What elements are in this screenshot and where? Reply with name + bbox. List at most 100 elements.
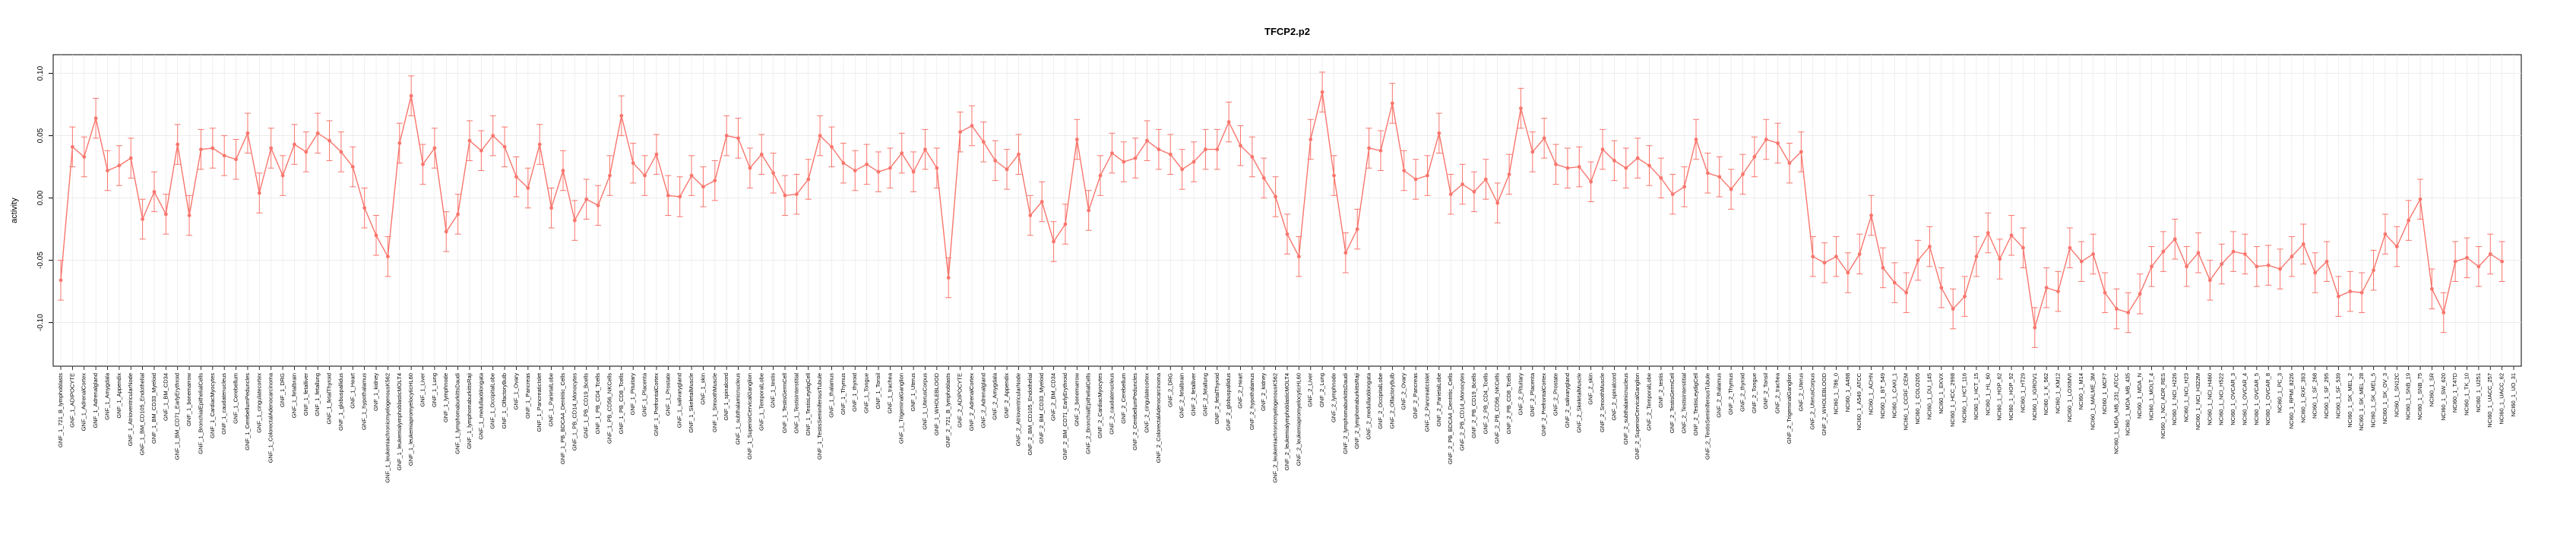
data-point xyxy=(128,156,133,160)
x-tick-label: NCI60_1_UO_31 xyxy=(2510,373,2517,417)
data-point xyxy=(1261,175,1266,180)
x-tick-label: GNF_1_PrefrontalCortex xyxy=(653,373,660,436)
x-tick-label: GNF_2_BM_CD33_Myeloid xyxy=(1038,373,1045,444)
data-point xyxy=(2407,218,2411,223)
data-point xyxy=(2266,263,2271,267)
x-tick-label: GNF_2_Tongue xyxy=(1751,373,1758,413)
data-point xyxy=(386,255,390,259)
data-point xyxy=(1005,167,1009,172)
data-point xyxy=(970,124,974,128)
x-tick-label: GNF_1_PB_CD19_Bcells xyxy=(583,373,590,438)
x-tick-label: GNF_1_medullaoblongata xyxy=(477,372,484,439)
x-tick-label: GNF_1_BronchialEpithelialCells xyxy=(197,373,204,454)
x-tick-label: GNF_1_TemporalLobe xyxy=(758,373,764,431)
x-tick-label: GNF_2_721_B_lymphoblasts xyxy=(945,373,951,447)
data-point xyxy=(1519,106,1523,110)
data-point xyxy=(1507,172,1511,176)
data-point xyxy=(771,171,776,175)
x-tick-label: NCI60_1_SF_295 xyxy=(2323,373,2330,419)
data-point xyxy=(1776,141,1780,145)
data-point xyxy=(1939,286,1944,290)
data-point xyxy=(1951,307,1955,311)
data-point xyxy=(1087,208,1091,213)
data-point xyxy=(2220,262,2224,266)
x-tick-label: GNF_1_PB_BDCA4_Dentritic_Cells xyxy=(559,373,566,464)
data-point xyxy=(689,173,694,178)
data-point xyxy=(117,163,122,168)
data-point xyxy=(141,217,145,221)
data-point xyxy=(537,142,542,147)
x-tick-label: GNF_1_PB_CD14_Monocytes xyxy=(571,373,578,451)
data-point xyxy=(1180,167,1185,172)
x-tick-label: NCI60_1_SK_MEL_2 xyxy=(2347,373,2353,428)
x-tick-label: GNF_1_salivarygland xyxy=(676,373,683,428)
x-tick-label: NCI60_1_NCI_H322M xyxy=(2195,373,2201,430)
data-point xyxy=(2150,264,2154,269)
data-point xyxy=(269,146,274,150)
data-point xyxy=(1320,90,1324,94)
y-tick-label: -0.10 xyxy=(36,314,45,331)
data-point xyxy=(2207,278,2212,283)
x-tick-label: GNF_2_lymphnode xyxy=(1330,373,1337,422)
x-tick-label: NCI60_1_RXF_393 xyxy=(2299,373,2306,422)
x-tick-label: GNF_1_hypothalamus xyxy=(361,373,368,430)
data-points xyxy=(59,90,2505,330)
x-tick-label: GNF_2_PancreaticIslet xyxy=(1423,372,1430,432)
x-tick-label: GNF_1_trachea xyxy=(886,372,893,413)
x-tick-label: GNF_2_Tonsil xyxy=(1762,373,1769,409)
data-point xyxy=(432,146,437,150)
x-tick-label: GNF_1_Liver xyxy=(419,373,426,407)
x-tick-label: NCI60_1_A498 xyxy=(1844,373,1851,412)
x-tick-label: GNF_1_BM_CD34 xyxy=(162,373,169,421)
x-tick-label: GNF_2_Ovary xyxy=(1400,373,1407,410)
x-tick-label: GNF_1_TrigeminalGanglion xyxy=(898,373,905,444)
x-tick-label: NCI60_1_M14 xyxy=(2078,373,2084,409)
x-tick-label: GNF_1_TestisInterstitial xyxy=(793,373,799,434)
grid xyxy=(53,55,2521,366)
x-tick-label: GNF_2_AtrioventricularNode xyxy=(1014,373,1021,446)
data-point xyxy=(1717,175,1722,179)
x-tick-label: GNF_1_Placenta xyxy=(641,372,648,416)
data-point xyxy=(70,144,74,149)
x-tick-label: NCI60_1_MDA_N xyxy=(2136,373,2143,419)
x-tick-label: GNF_1_fetalliver xyxy=(302,373,309,416)
data-point xyxy=(1647,163,1651,168)
y-tick-label: 0.05 xyxy=(36,128,45,143)
x-tick-label: GNF_2_TemporalLobe xyxy=(1645,373,1652,431)
x-tick-label: GNF_2_PrefrontalCortex xyxy=(1540,373,1547,436)
data-point xyxy=(713,179,717,183)
x-tick-label: GNF_1_ParietalLobe xyxy=(548,373,555,426)
x-tick-label: NCI60_1_CAKI_1 xyxy=(1891,373,1897,419)
x-tick-label: NCI60_1_HOP_92 xyxy=(2008,373,2014,421)
x-tick-label: GNF_1_spinalcord xyxy=(723,373,729,421)
x-tick-label: GNF_1_lymphomaburkittsRaji xyxy=(466,373,473,449)
data-point xyxy=(806,177,811,182)
x-tick-label: GNF_2_DRG xyxy=(1166,373,1173,407)
data-point xyxy=(1904,290,1909,295)
data-point xyxy=(1145,138,1149,143)
data-point xyxy=(1530,150,1535,154)
data-point xyxy=(93,116,98,121)
data-point xyxy=(643,173,647,178)
data-point xyxy=(2185,264,2189,269)
data-point xyxy=(1624,166,1628,170)
data-point xyxy=(946,276,951,280)
x-tick-label: NCI60_1_SR xyxy=(2428,372,2435,406)
x-tick-label: GNF_1_lymphnode xyxy=(442,373,449,422)
data-point xyxy=(2488,252,2492,256)
x-tick-label: NCI60_1_NCI_H460 xyxy=(2206,373,2213,425)
x-tick-label: GNF_1_BM_CD105_Endothelial xyxy=(139,373,146,456)
x-tick-label: GNF_2_medullaoblongata xyxy=(1366,372,1372,439)
data-point xyxy=(456,212,460,217)
data-point xyxy=(1589,179,1593,184)
x-tick-label: GNF_1_Pituitary xyxy=(629,373,636,416)
x-tick-label: GNF_1_TestisGermCell xyxy=(781,373,788,434)
x-tick-label: GNF_1_fetalbrain xyxy=(290,373,297,418)
x-tick-label: GNF_2_Heart xyxy=(1236,372,1243,409)
data-point xyxy=(1565,166,1570,170)
x-tick-label: GNF_2_AdrenalCortex xyxy=(968,373,975,432)
data-point xyxy=(1928,245,1932,248)
x-tick-label: NCI60_1_MOLT_4 xyxy=(2147,373,2154,420)
x-tick-label: GNF_2_BM_CD71_EarlyErythroid xyxy=(1062,373,1068,460)
x-tick-label: GNF_1_kidney xyxy=(372,373,379,411)
